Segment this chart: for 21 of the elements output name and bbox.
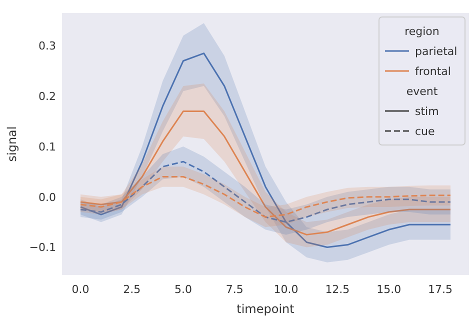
y-axis-title: signal	[5, 126, 19, 162]
x-axis-title: timepoint	[236, 302, 295, 316]
annotation: stim	[415, 104, 439, 118]
x-tick-label: 17.5	[428, 283, 452, 296]
x-tick-label: 15.0	[376, 283, 402, 296]
legend-label: frontal	[415, 64, 451, 78]
x-tick-label: 2.5	[123, 283, 141, 296]
y-tick-label: 0.0	[38, 190, 56, 204]
x-tick-label: 0.0	[72, 283, 90, 296]
y-tick-label: 0.3	[38, 40, 56, 53]
x-tick-label: 10.0	[274, 283, 298, 296]
annotation: cue	[415, 124, 436, 138]
legend-title: region	[404, 24, 440, 38]
legend-label: parietal	[415, 44, 458, 58]
annotation: event	[406, 84, 438, 98]
y-tick-label: −0.1	[29, 241, 56, 254]
x-tick-label: 12.5	[325, 283, 350, 296]
y-tick-label: 0.2	[38, 90, 56, 103]
x-tick-label: 5.0	[174, 283, 192, 296]
y-tick-label: 0.1	[38, 140, 56, 154]
x-tick-label: 7.5	[226, 283, 244, 296]
